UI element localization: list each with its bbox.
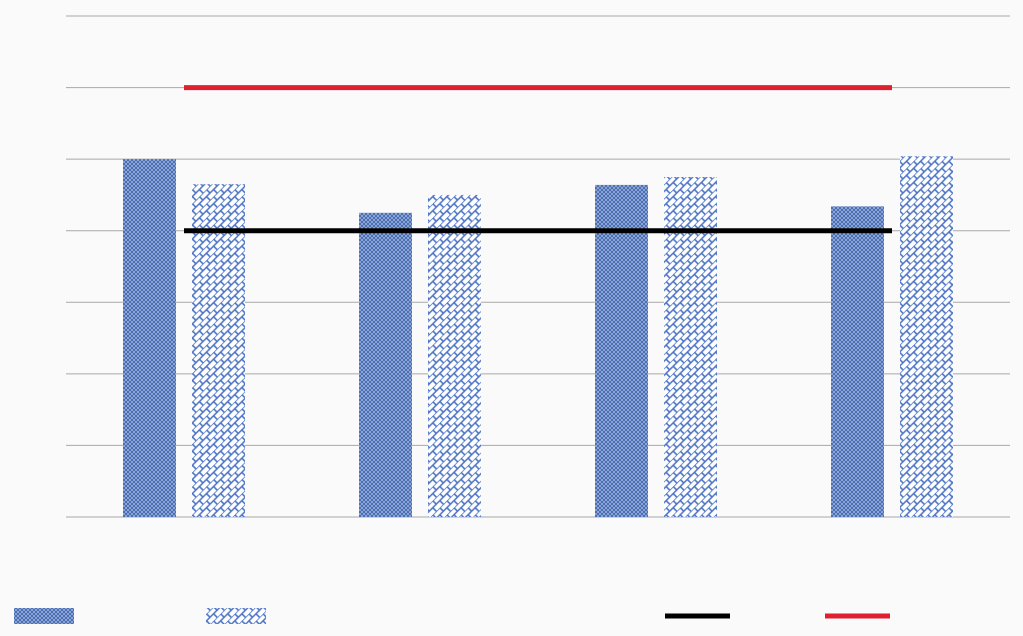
legend-swatch: [14, 608, 74, 624]
bar: [900, 156, 953, 517]
bar: [595, 184, 648, 517]
bar: [664, 177, 717, 518]
bar: [359, 212, 412, 518]
bar: [192, 184, 245, 517]
legend-swatch: [206, 608, 266, 624]
bar: [123, 159, 176, 517]
bar: [831, 206, 884, 517]
bar: [428, 194, 481, 517]
